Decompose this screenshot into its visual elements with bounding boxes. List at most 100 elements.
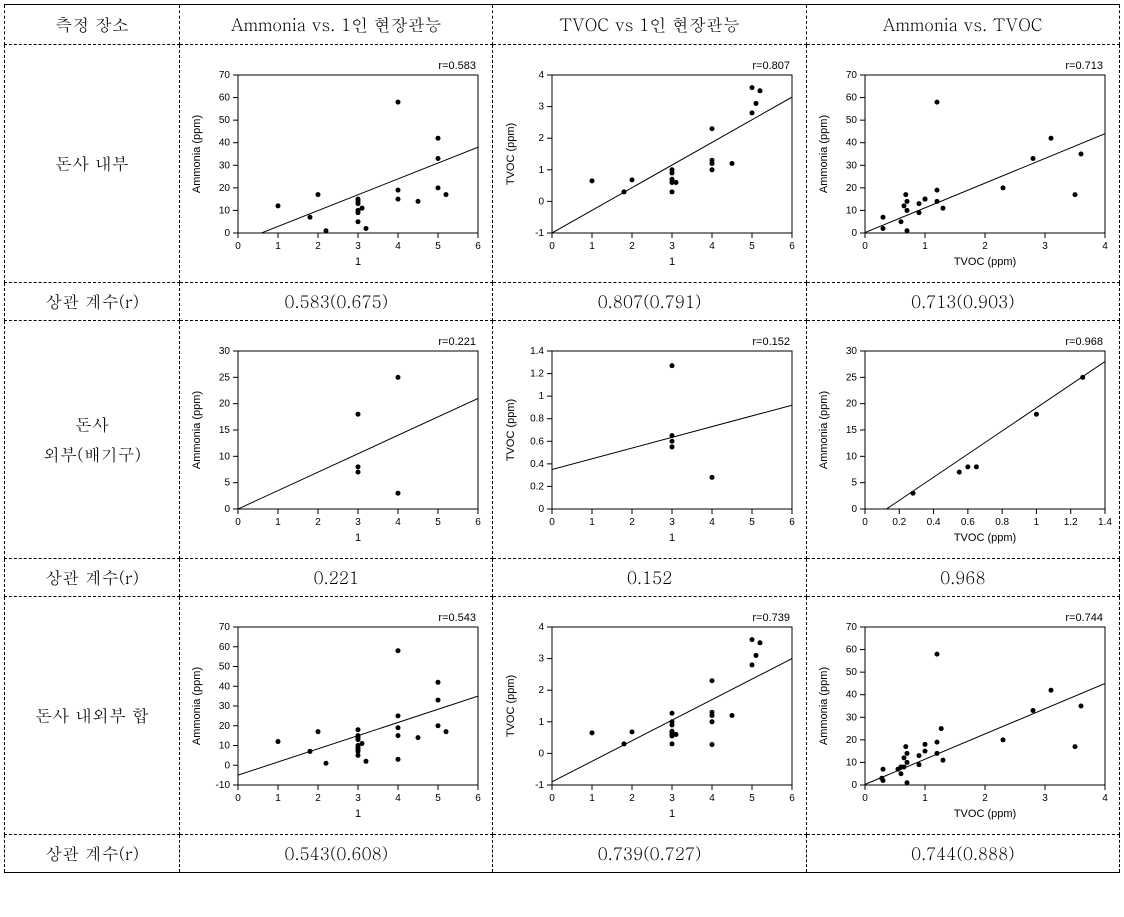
chart-c12: 0123456-101234TVOC (ppm)1r=0.807 <box>500 53 800 273</box>
svg-text:Ammonia (ppm): Ammonia (ppm) <box>191 115 203 193</box>
svg-text:2: 2 <box>316 241 322 252</box>
header-col4: Ammonia vs. TVOC <box>806 5 1119 45</box>
svg-text:0.2: 0.2 <box>892 517 906 528</box>
svg-text:2: 2 <box>982 241 988 252</box>
svg-text:50: 50 <box>846 115 858 126</box>
svg-text:0: 0 <box>225 228 231 239</box>
svg-text:6: 6 <box>789 241 795 252</box>
corr-r2c4: 0.968 <box>806 558 1119 596</box>
svg-text:70: 70 <box>219 622 231 633</box>
svg-text:5: 5 <box>436 241 442 252</box>
svg-text:Ammonia (ppm): Ammonia (ppm) <box>191 391 203 469</box>
chart-c22: 012345600.20.40.60.811.21.4TVOC (ppm)1r=… <box>500 329 800 549</box>
svg-text:6: 6 <box>476 517 482 528</box>
svg-text:4: 4 <box>396 241 402 252</box>
svg-text:6: 6 <box>789 793 795 804</box>
svg-text:r=0.968: r=0.968 <box>1065 336 1103 348</box>
svg-text:6: 6 <box>476 793 482 804</box>
chart-cell-c22: 012345600.20.40.60.811.21.4TVOC (ppm)1r=… <box>493 320 806 558</box>
chart-cell-c32: 0123456-101234TVOC (ppm)1r=0.739 <box>493 596 806 834</box>
svg-text:25: 25 <box>219 372 231 383</box>
svg-text:0: 0 <box>236 241 242 252</box>
svg-text:1: 1 <box>276 793 282 804</box>
svg-text:Ammonia (ppm): Ammonia (ppm) <box>818 667 830 745</box>
svg-text:0: 0 <box>851 228 857 239</box>
svg-text:0: 0 <box>549 517 555 528</box>
svg-text:15: 15 <box>219 425 231 436</box>
svg-text:Ammonia (ppm): Ammonia (ppm) <box>818 391 830 469</box>
svg-text:3: 3 <box>356 517 362 528</box>
svg-text:3: 3 <box>669 793 675 804</box>
chart-c21: 0123456051015202530Ammonia (ppm)1r=0.221 <box>186 329 486 549</box>
svg-text:30: 30 <box>219 701 231 712</box>
svg-text:40: 40 <box>846 138 858 149</box>
svg-text:0.4: 0.4 <box>926 517 940 528</box>
header-col3: TVOC vs 1인 현장관능 <box>493 5 806 45</box>
svg-text:20: 20 <box>219 399 231 410</box>
svg-text:-1: -1 <box>535 780 544 791</box>
svg-text:1: 1 <box>355 256 361 268</box>
chart-c23: 00.20.40.60.811.21.4051015202530Ammonia … <box>813 329 1113 549</box>
svg-text:1: 1 <box>276 241 282 252</box>
svg-text:2: 2 <box>538 133 544 144</box>
svg-text:4: 4 <box>1102 241 1108 252</box>
svg-text:r=0.713: r=0.713 <box>1065 60 1103 72</box>
svg-text:4: 4 <box>396 793 402 804</box>
svg-text:70: 70 <box>846 622 858 633</box>
svg-text:70: 70 <box>846 70 858 81</box>
corr-label-r1: 상관 계수(r) <box>5 282 180 320</box>
svg-text:r=0.221: r=0.221 <box>439 336 477 348</box>
svg-text:40: 40 <box>219 681 231 692</box>
svg-text:50: 50 <box>219 115 231 126</box>
svg-text:3: 3 <box>669 241 675 252</box>
chart-c11: 0123456010203040506070Ammonia (ppm)1r=0.… <box>186 53 486 273</box>
header-col2: Ammonia vs. 1인 현장관능 <box>180 5 493 45</box>
svg-text:0.2: 0.2 <box>530 482 544 493</box>
svg-text:60: 60 <box>219 642 231 653</box>
svg-text:0: 0 <box>538 196 544 207</box>
svg-text:1: 1 <box>589 241 595 252</box>
svg-text:10: 10 <box>846 758 858 769</box>
svg-text:1: 1 <box>668 532 674 544</box>
svg-text:4: 4 <box>538 70 544 81</box>
svg-text:0.4: 0.4 <box>530 459 544 470</box>
svg-text:1.4: 1.4 <box>1098 517 1112 528</box>
svg-text:30: 30 <box>219 160 231 171</box>
corr-label-r3: 상관 계수(r) <box>5 834 180 872</box>
svg-text:2: 2 <box>316 793 322 804</box>
svg-text:0.6: 0.6 <box>961 517 975 528</box>
chart-c31: 0123456-10010203040506070Ammonia (ppm)1r… <box>186 605 486 825</box>
svg-text:Ammonia (ppm): Ammonia (ppm) <box>818 115 830 193</box>
svg-text:r=0.543: r=0.543 <box>439 612 477 624</box>
loc1-label: 돈사 내부 <box>5 44 180 282</box>
loc3-label: 돈사 내외부 합 <box>5 596 180 834</box>
svg-text:10: 10 <box>846 451 858 462</box>
svg-text:4: 4 <box>396 517 402 528</box>
svg-text:30: 30 <box>846 160 858 171</box>
svg-text:4: 4 <box>709 793 715 804</box>
svg-text:2: 2 <box>629 517 635 528</box>
svg-text:1: 1 <box>922 241 928 252</box>
svg-text:0: 0 <box>538 504 544 515</box>
svg-text:0: 0 <box>851 780 857 791</box>
chart-cell-c31: 0123456-10010203040506070Ammonia (ppm)1r… <box>180 596 493 834</box>
svg-text:5: 5 <box>436 517 442 528</box>
svg-text:5: 5 <box>225 478 231 489</box>
svg-text:20: 20 <box>219 721 231 732</box>
svg-text:1: 1 <box>538 165 544 176</box>
svg-text:TVOC (ppm): TVOC (ppm) <box>505 399 517 461</box>
corr-r1c3: 0.807(0.791) <box>493 282 806 320</box>
svg-text:TVOC (ppm): TVOC (ppm) <box>505 675 517 737</box>
svg-text:2: 2 <box>629 241 635 252</box>
svg-text:10: 10 <box>846 206 858 217</box>
svg-text:2: 2 <box>316 517 322 528</box>
svg-text:0: 0 <box>862 793 868 804</box>
svg-text:4: 4 <box>538 622 544 633</box>
corr-label-r2: 상관 계수(r) <box>5 558 180 596</box>
chart-cell-c13: 01234010203040506070Ammonia (ppm)TVOC (p… <box>806 44 1119 282</box>
svg-text:3: 3 <box>356 793 362 804</box>
svg-text:1: 1 <box>538 717 544 728</box>
svg-text:r=0.807: r=0.807 <box>752 60 790 72</box>
svg-text:4: 4 <box>1102 793 1108 804</box>
svg-text:0: 0 <box>236 793 242 804</box>
